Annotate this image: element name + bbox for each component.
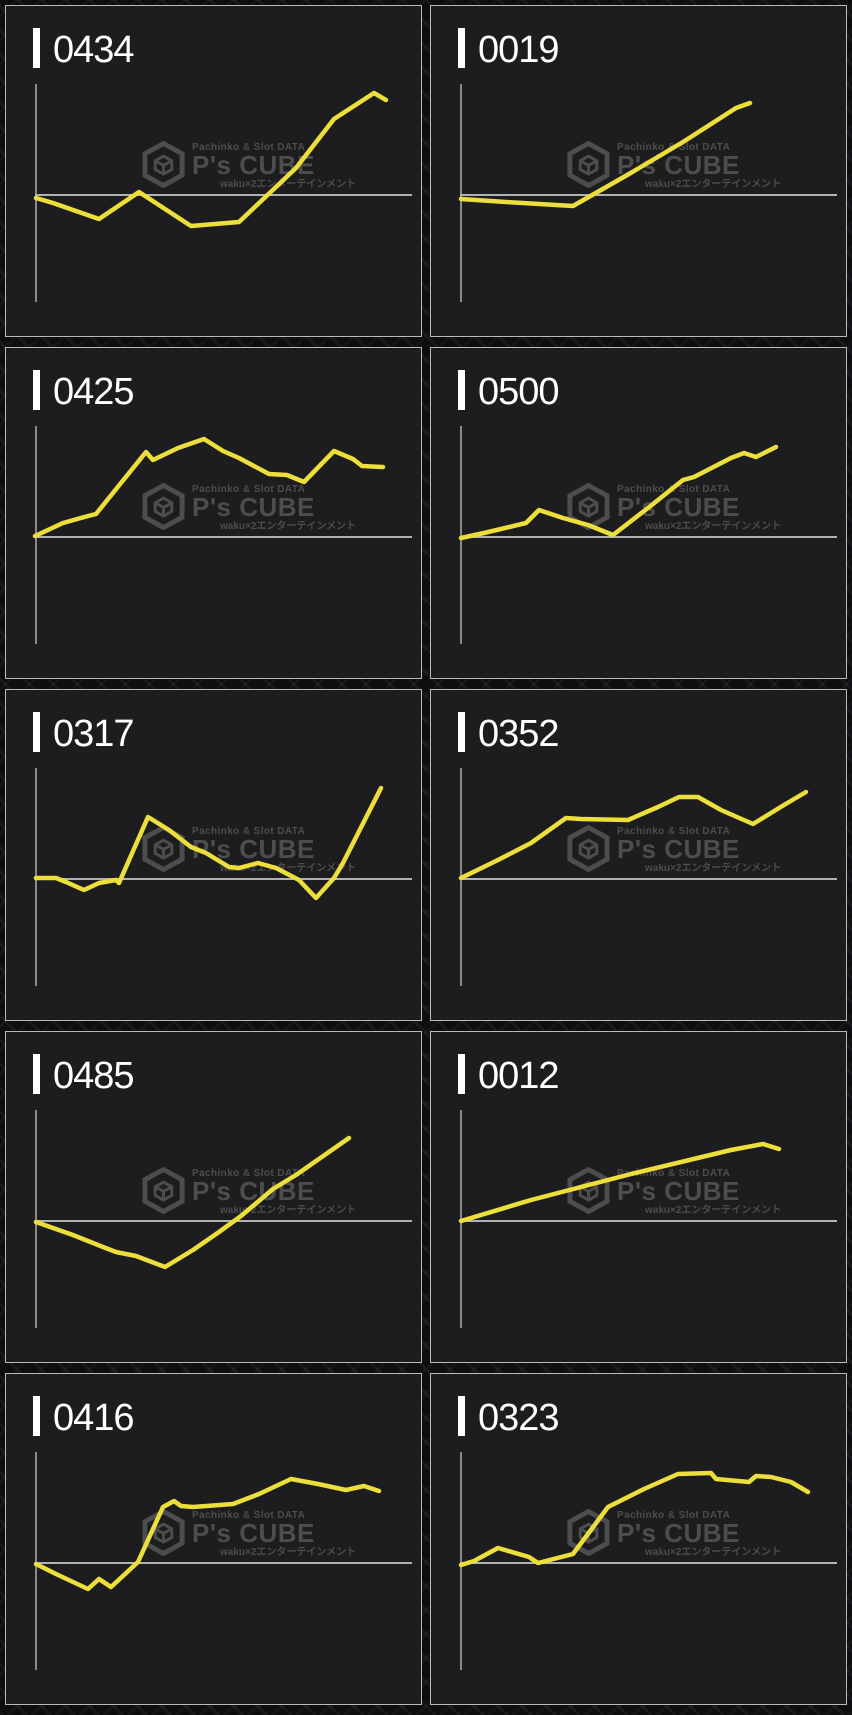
machine-panel[interactable]: 0352 Pachinko & Slot DATA P's CUBE waku×… xyxy=(430,689,847,1021)
machine-panel[interactable]: 0416 Pachinko & Slot DATA P's CUBE waku×… xyxy=(5,1373,422,1705)
machine-number: 0416 xyxy=(53,1397,135,1439)
payout-series-line xyxy=(458,789,809,881)
slump-graph xyxy=(33,768,412,986)
label-marker-bar xyxy=(33,1396,40,1436)
machine-panel[interactable]: 0485 Pachinko & Slot DATA P's CUBE waku×… xyxy=(5,1031,422,1363)
machine-panel[interactable]: 0425 Pachinko & Slot DATA P's CUBE waku×… xyxy=(5,347,422,679)
label-marker-bar xyxy=(458,1054,465,1094)
panel-header: 0352 xyxy=(458,712,560,756)
machine-panel[interactable]: 0012 Pachinko & Slot DATA P's CUBE waku×… xyxy=(430,1031,847,1363)
slump-graph xyxy=(32,426,412,644)
panel-header: 0500 xyxy=(458,370,560,414)
payout-series-line xyxy=(33,1476,382,1592)
machine-panel[interactable]: 0317 Pachinko & Slot DATA P's CUBE waku×… xyxy=(5,689,422,1021)
panel-header: 0019 xyxy=(458,28,560,72)
machine-panel[interactable]: 0019 Pachinko & Slot DATA P's CUBE waku×… xyxy=(430,5,847,337)
slump-graph xyxy=(458,768,837,986)
machine-panel[interactable]: 0323 Pachinko & Slot DATA P's CUBE waku×… xyxy=(430,1373,847,1705)
payout-series-line xyxy=(458,1141,782,1224)
slump-graph xyxy=(33,84,412,302)
label-marker-bar xyxy=(458,712,465,752)
payout-series-line xyxy=(458,1470,811,1568)
machine-number: 0352 xyxy=(478,713,560,755)
machine-number: 0425 xyxy=(53,371,135,413)
label-marker-bar xyxy=(33,712,40,752)
machine-number: 0323 xyxy=(478,1397,560,1439)
payout-series-line xyxy=(33,90,389,229)
machine-number: 0317 xyxy=(53,713,135,755)
label-marker-bar xyxy=(33,1054,40,1094)
panel-header: 0425 xyxy=(33,370,135,414)
label-marker-bar xyxy=(458,1396,465,1436)
payout-series-line xyxy=(33,1135,352,1270)
label-marker-bar xyxy=(458,370,465,410)
payout-series-line xyxy=(33,785,384,901)
machine-panel[interactable]: 0434 Pachinko & Slot DATA P's CUBE waku×… xyxy=(5,5,422,337)
slump-graph xyxy=(458,426,837,644)
slump-graph xyxy=(458,1110,837,1328)
panel-header: 0012 xyxy=(458,1054,560,1098)
panel-header: 0434 xyxy=(33,28,135,72)
slump-graph xyxy=(33,1452,412,1670)
label-marker-bar xyxy=(33,28,40,68)
panel-header: 0317 xyxy=(33,712,135,756)
machine-number: 0500 xyxy=(478,371,560,413)
machine-number: 0019 xyxy=(478,29,560,71)
slump-graph xyxy=(458,1452,837,1670)
panel-header: 0485 xyxy=(33,1054,135,1098)
machine-number: 0434 xyxy=(53,29,135,71)
machine-number: 0012 xyxy=(478,1055,560,1097)
machine-panel[interactable]: 0500 Pachinko & Slot DATA P's CUBE waku×… xyxy=(430,347,847,679)
slump-graph xyxy=(33,1110,412,1328)
panel-header: 0416 xyxy=(33,1396,135,1440)
label-marker-bar xyxy=(33,370,40,410)
machine-number: 0485 xyxy=(53,1055,135,1097)
slump-graph xyxy=(458,84,837,302)
payout-series-line xyxy=(458,444,779,541)
label-marker-bar xyxy=(458,28,465,68)
payout-series-line xyxy=(458,100,753,209)
panel-header: 0323 xyxy=(458,1396,560,1440)
payout-series-line xyxy=(32,436,386,539)
